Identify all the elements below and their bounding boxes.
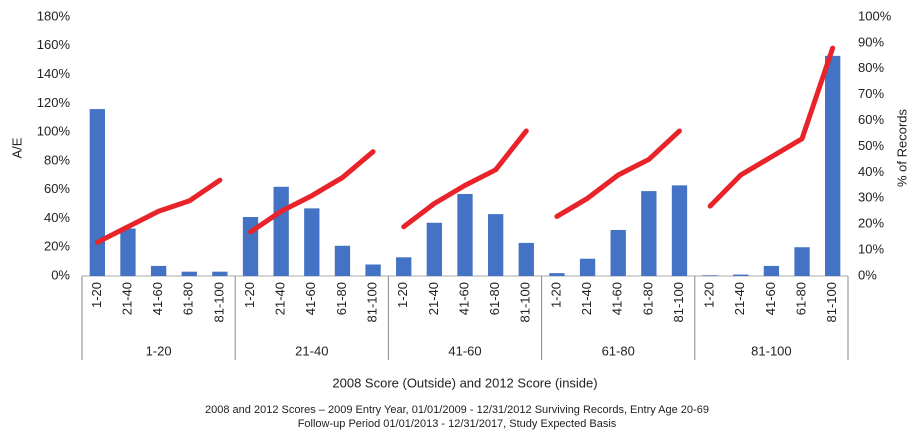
x-tick-label: 1-20 [548, 282, 563, 308]
y-tick-label: 160% [37, 37, 71, 52]
y2-tick-label: 60% [858, 112, 884, 127]
y-tick-label: 100% [37, 124, 71, 139]
y2-tick-label: 50% [858, 138, 884, 153]
bar [150, 265, 167, 276]
line [248, 149, 376, 235]
y-tick-label: 40% [44, 210, 70, 225]
bar [579, 258, 596, 276]
group-label: 61-80 [602, 343, 635, 358]
x-tick-label: 61-80 [487, 282, 502, 315]
x-tick-label: 21-40 [119, 282, 134, 315]
bar [212, 271, 228, 276]
x-tick-label: 61-80 [793, 282, 808, 315]
bar [273, 186, 289, 276]
bar [733, 274, 749, 276]
x-tick-label: 81-100 [671, 282, 686, 322]
y2-tick-label: 30% [858, 190, 884, 205]
bar [120, 228, 136, 276]
bar [518, 242, 534, 276]
bar [641, 191, 657, 276]
x-tick-label: 61-80 [181, 282, 196, 315]
bar [702, 275, 718, 276]
y2-tick-label: 100% [858, 8, 892, 23]
bar [671, 185, 688, 276]
y2-tick-label: 90% [858, 34, 884, 49]
y2-tick-label: 0% [858, 267, 877, 282]
line [94, 177, 223, 245]
bar [396, 257, 412, 276]
bar [610, 229, 626, 276]
y-tick-label: 140% [37, 66, 71, 81]
x-tick-label: 81-100 [824, 282, 839, 322]
bar [181, 271, 197, 276]
x-tick-label: 21-40 [426, 282, 441, 315]
bar [549, 273, 565, 276]
bar [365, 264, 381, 276]
y2-tick-label: 10% [858, 242, 884, 257]
x-tick-label: 1-20 [702, 282, 717, 308]
bar [763, 265, 780, 276]
bar [426, 222, 443, 276]
x-tick-label: 41-60 [150, 282, 165, 315]
y2-tick-label: 80% [858, 60, 884, 75]
footnote: 2008 and 2012 Scores – 2009 Entry Year, … [205, 404, 709, 416]
y2-tick-label: 70% [858, 86, 884, 101]
bar [487, 214, 504, 276]
y-tick-label: 60% [44, 181, 70, 196]
y-tick-label: 80% [44, 152, 70, 167]
x-tick-label: 61-80 [334, 282, 349, 315]
group-label: 81-100 [751, 343, 791, 358]
x-tick-label: 41-60 [456, 282, 471, 315]
x-tick-label: 21-40 [732, 282, 747, 315]
bar [334, 245, 351, 276]
line [707, 45, 836, 209]
bar [89, 109, 105, 276]
y-tick-label: 120% [37, 95, 71, 110]
line [401, 128, 529, 230]
y-axis-title: A/E [9, 137, 24, 158]
group-label: 41-60 [448, 343, 481, 358]
footnote: Follow-up Period 01/01/2013 - 12/31/2017… [298, 418, 617, 430]
x-tick-label: 81-100 [365, 282, 380, 322]
line [554, 128, 682, 219]
x-tick-label: 1-20 [242, 282, 257, 308]
x-tick-label: 21-40 [273, 282, 288, 315]
x-tick-label: 21-40 [579, 282, 594, 315]
x-tick-label: 41-60 [763, 282, 778, 315]
x-tick-label: 81-100 [518, 282, 533, 322]
x-tick-label: 41-60 [303, 282, 318, 315]
y2-tick-label: 20% [858, 216, 884, 231]
y2-axis-title: % of Records [894, 108, 909, 187]
y-tick-label: 180% [37, 8, 71, 23]
group-label: 21-40 [295, 343, 328, 358]
bar [304, 208, 320, 276]
bar [825, 55, 841, 276]
x-tick-label: 81-100 [211, 282, 226, 322]
x-tick-label: 61-80 [640, 282, 655, 315]
x-tick-label: 41-60 [610, 282, 625, 315]
y-tick-label: 0% [51, 267, 70, 282]
bar [457, 193, 473, 276]
group-label: 1-20 [146, 343, 172, 358]
y-tick-label: 20% [44, 239, 70, 254]
x-axis-title: 2008 Score (Outside) and 2012 Score (ins… [332, 375, 597, 390]
y2-tick-label: 40% [858, 164, 884, 179]
x-tick-label: 1-20 [395, 282, 410, 308]
bar [794, 247, 810, 276]
x-tick-label: 1-20 [89, 282, 104, 308]
